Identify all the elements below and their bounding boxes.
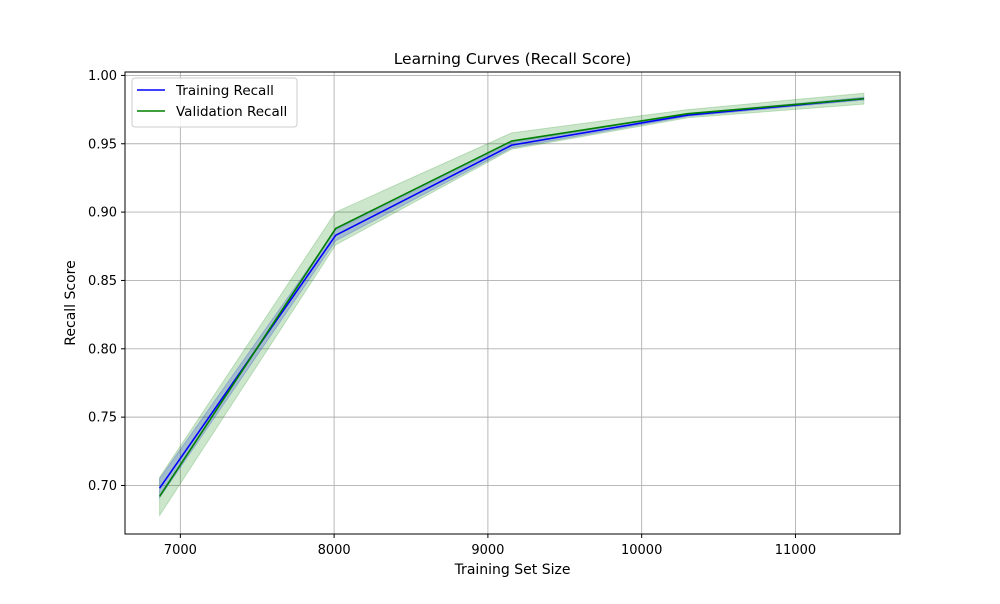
x-tick-label: 8000 xyxy=(318,543,351,558)
band-validation xyxy=(159,92,865,518)
line-validation xyxy=(158,97,864,497)
x-tick-label: 11000 xyxy=(775,543,816,558)
legend-box xyxy=(131,77,298,128)
y-tick-label: 0.80 xyxy=(88,342,117,357)
chart-title: Learning Curves (Recall Score) xyxy=(394,50,632,68)
x-axis-label: Training Set Size xyxy=(454,562,571,578)
axis-ticks: 7000 8000 9000 10000 11000 0.70 0.75 0.80 0.85 0.… xyxy=(88,69,816,558)
plot-frame xyxy=(124,71,901,535)
grid-layer xyxy=(125,72,900,534)
y-axis-label: Recall Score xyxy=(63,260,79,345)
legend-label-training: Training Recall xyxy=(175,83,274,99)
confidence-bands xyxy=(159,92,865,518)
line-training xyxy=(158,97,864,489)
y-tick-label: 0.90 xyxy=(88,206,117,221)
series-lines xyxy=(158,97,864,497)
y-tick-label: 0.95 xyxy=(88,137,117,152)
legend: Training Recall Validation Recall xyxy=(131,77,298,128)
band-training xyxy=(159,96,865,500)
x-tick-label: 9000 xyxy=(471,543,504,558)
y-tick-label: 0.70 xyxy=(88,479,117,494)
x-tick-label: 10000 xyxy=(621,543,662,558)
x-tick-label: 7000 xyxy=(164,543,197,558)
y-tick-label: 0.85 xyxy=(88,274,117,289)
y-tick-label: 0.75 xyxy=(88,411,117,426)
legend-label-validation: Validation Recall xyxy=(176,104,287,120)
y-tick-label: 1.00 xyxy=(88,69,117,84)
